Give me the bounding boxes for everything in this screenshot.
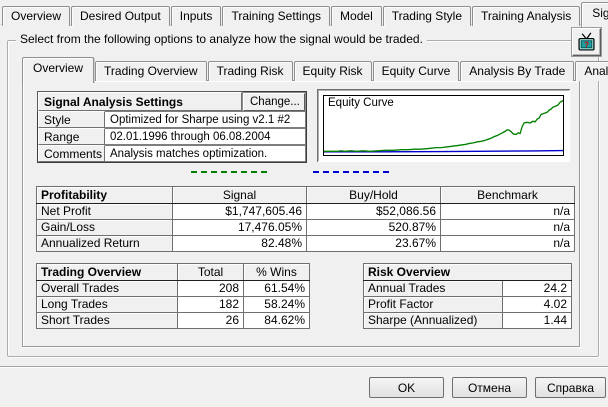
settings-label: Style	[38, 111, 105, 128]
subtab-trading-overview[interactable]: Trading Overview	[95, 61, 207, 81]
wins-value: 58.24%	[243, 296, 310, 313]
table-row: Gain/Loss 17,476.05% 520.87% n/a	[36, 219, 575, 236]
tab-inputs[interactable]: Inputs	[170, 6, 222, 26]
signal-analysis-settings-table: Signal Analysis Settings Change... Style…	[37, 91, 307, 163]
col-header: Total	[177, 263, 244, 281]
row-label: Long Trades	[36, 296, 178, 313]
table-row: Annualized Return 82.48% 23.67% n/a	[36, 235, 575, 252]
inner-tab-strip: Overview Trading Overview Trading Risk E…	[22, 57, 608, 83]
outer-tab-strip: Overview Desired Output Inputs Training …	[2, 2, 608, 28]
tab-desired-output[interactable]: Desired Output	[71, 6, 170, 26]
row-label: Annual Trades	[363, 280, 503, 297]
benchmark-value: n/a	[440, 235, 575, 252]
tab-signal-analysis[interactable]: Signal Analysis	[581, 2, 608, 28]
profitability-table: Profitability Signal Buy/Hold Benchmark …	[36, 186, 575, 252]
settings-value: Optimized for Sharpe using v2.1 #2	[105, 111, 306, 128]
signal-analysis-groupbox: Select from the following options to ana…	[7, 32, 599, 357]
col-header: Trading Overview	[36, 263, 178, 281]
signal-value: $1,747,605.46	[172, 203, 307, 220]
subtab-equity-curve[interactable]: Equity Curve	[372, 61, 460, 81]
benchmark-value: n/a	[440, 203, 575, 220]
buyhold-value: $52,086.56	[306, 203, 441, 220]
button-area-divider	[0, 366, 608, 368]
tv-chart-icon: ?	[578, 32, 595, 51]
row-label: Annualized Return	[36, 235, 173, 252]
signal-legend-dash	[191, 171, 267, 173]
table-row: Long Trades 182 58.24%	[36, 296, 310, 313]
signal-value: 82.48%	[172, 235, 307, 252]
risk-value: 1.44	[502, 312, 572, 329]
equity-curve-title: Equity Curve	[328, 97, 394, 109]
buyhold-value: 520.87%	[306, 219, 441, 236]
subtab-equity-risk[interactable]: Equity Risk	[293, 61, 372, 81]
total-value: 208	[177, 280, 244, 297]
groupbox-label: Select from the following options to ana…	[16, 32, 427, 46]
wins-value: 84.62%	[243, 312, 310, 329]
row-label: Short Trades	[36, 312, 178, 329]
row-label: Overall Trades	[36, 280, 178, 297]
row-label: Gain/Loss	[36, 219, 173, 236]
table-row: Overall Trades 208 61.54%	[36, 280, 310, 297]
settings-value: Analysis matches optimization.	[105, 145, 306, 162]
settings-title: Signal Analysis Settings	[38, 92, 242, 111]
trading-overview-table: Trading Overview Total % Wins Overall Tr…	[36, 263, 310, 329]
tab-overview[interactable]: Overview	[2, 6, 71, 26]
settings-row-comments: Comments Analysis matches optimization.	[38, 145, 306, 162]
signal-value: 17,476.05%	[172, 219, 307, 236]
risk-value: 24.2	[502, 280, 572, 297]
risk-overview-table: Risk Overview Annual Trades 24.2 Profit …	[363, 263, 572, 329]
col-header: Risk Overview	[363, 263, 572, 281]
tab-training-settings[interactable]: Training Settings	[222, 6, 331, 26]
signal-line	[324, 99, 563, 153]
settings-label: Comments	[38, 145, 105, 162]
subtab-analysis-by-trade[interactable]: Analysis By Trade	[460, 61, 575, 81]
change-button[interactable]: Change...	[243, 92, 305, 111]
total-value: 26	[177, 312, 244, 329]
table-row: Annual Trades 24.2	[363, 280, 572, 297]
col-header: Profitability	[36, 186, 173, 204]
buyhold-value: 23.67%	[306, 235, 441, 252]
cancel-button[interactable]: Отмена	[452, 377, 527, 398]
svg-text:?: ?	[584, 40, 589, 49]
subtab-trading-risk[interactable]: Trading Risk	[207, 61, 293, 81]
tab-training-analysis[interactable]: Training Analysis	[472, 6, 581, 26]
col-header: Signal	[172, 186, 307, 204]
table-row: Profit Factor 4.02	[363, 296, 572, 313]
buyhold-legend-dash	[313, 171, 389, 173]
equity-curve-chart: Equity Curve	[323, 95, 564, 156]
col-header: % Wins	[243, 263, 310, 281]
equity-curve-plot	[324, 99, 563, 153]
wins-value: 61.54%	[243, 280, 310, 297]
overview-tab-panel: Signal Analysis Settings Change... Style…	[22, 80, 580, 347]
ok-button[interactable]: OK	[369, 377, 444, 398]
benchmark-value: n/a	[440, 219, 575, 236]
buyhold-line	[324, 149, 563, 153]
help-button[interactable]: Справка	[535, 377, 606, 398]
tab-model[interactable]: Model	[331, 6, 382, 26]
row-label: Sharpe (Annualized)	[363, 312, 503, 329]
table-row: Net Profit $1,747,605.46 $52,086.56 n/a	[36, 203, 575, 220]
subtab-overview[interactable]: Overview	[22, 57, 95, 83]
total-value: 182	[177, 296, 244, 313]
settings-row-style: Style Optimized for Sharpe using v2.1 #2	[38, 111, 306, 128]
col-header: Buy/Hold	[306, 186, 441, 204]
risk-value: 4.02	[502, 296, 572, 313]
table-row: Short Trades 26 84.62%	[36, 312, 310, 329]
tab-trading-style[interactable]: Trading Style	[382, 6, 471, 26]
settings-row-range: Range 02.01.1996 through 06.08.2004	[38, 128, 306, 145]
settings-label: Range	[38, 128, 105, 145]
row-label: Net Profit	[36, 203, 173, 220]
subtab-analysis-by-bar[interactable]: Analysis By Bar	[575, 61, 608, 81]
row-label: Profit Factor	[363, 296, 503, 313]
equity-curve-panel: Equity Curve	[317, 89, 570, 162]
table-row: Sharpe (Annualized) 1.44	[363, 312, 572, 329]
chart-view-button[interactable]: ?	[572, 28, 601, 56]
col-header: Benchmark	[440, 186, 575, 204]
settings-value: 02.01.1996 through 06.08.2004	[105, 128, 306, 145]
